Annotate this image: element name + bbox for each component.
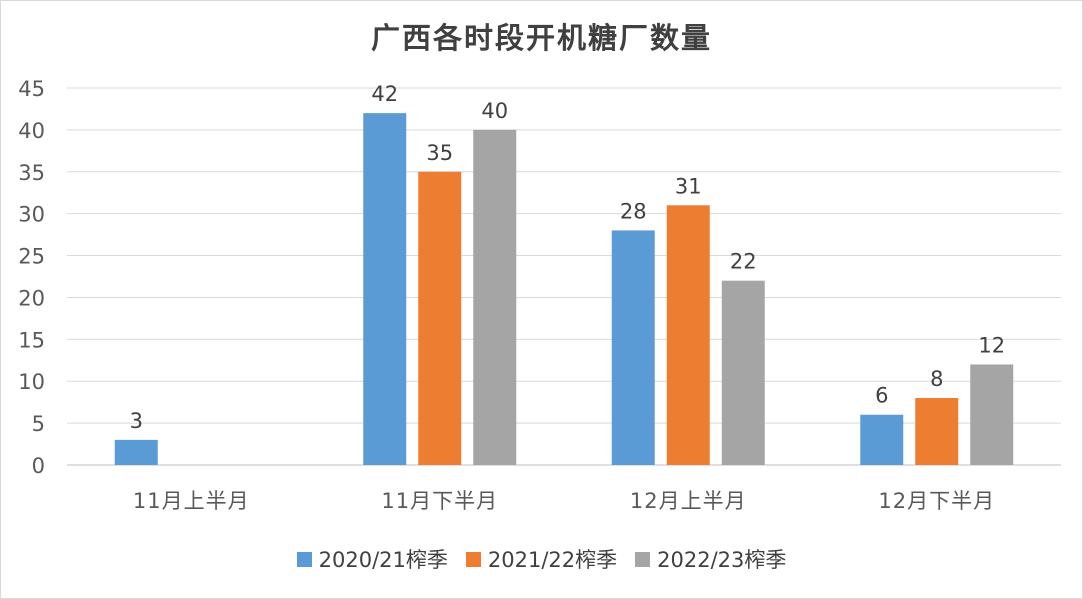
y-tick-label: 25: [18, 245, 45, 269]
data-label: 22: [730, 250, 757, 274]
legend-item: 2021/22榨季: [465, 544, 618, 574]
data-label: 40: [481, 99, 508, 123]
data-label: 35: [426, 141, 453, 165]
bar: [970, 364, 1014, 465]
bar: [363, 113, 407, 465]
bar: [860, 414, 904, 465]
legend-label: 2021/22榨季: [487, 548, 618, 572]
legend-item: 2020/21榨季: [296, 544, 448, 574]
data-label: 42: [371, 82, 398, 106]
bar: [473, 129, 517, 465]
legend-label: 2022/23榨季: [657, 548, 787, 572]
x-tick-label: 11月上半月: [133, 489, 250, 513]
data-label: 12: [978, 333, 1005, 357]
data-label: 8: [930, 367, 943, 391]
legend-item: 2022/23榨季: [635, 544, 786, 574]
legend-label: 2020/21榨季: [318, 548, 448, 572]
data-label: 3: [130, 409, 143, 433]
legend-swatch: [296, 551, 312, 567]
y-tick-label: 30: [18, 203, 45, 227]
bar: [114, 439, 158, 465]
y-tick-label: 35: [18, 161, 45, 185]
legend: 2020/21榨季 2021/22榨季 2022/23榨季: [1, 544, 1082, 574]
y-tick-label: 40: [18, 119, 45, 143]
bar: [611, 230, 655, 465]
chart-title: 广西各时段开机糖厂数量: [370, 21, 712, 55]
bar: [915, 397, 959, 465]
y-tick-label: 5: [32, 412, 45, 436]
y-tick-label: 10: [18, 370, 45, 394]
bar: [666, 205, 710, 466]
legend-swatch: [465, 551, 481, 567]
legend-swatch: [635, 551, 651, 567]
bar: [418, 171, 462, 465]
x-tick-label: 12月下半月: [878, 489, 995, 513]
y-tick-label: 45: [18, 77, 45, 101]
data-label: 6: [875, 384, 888, 408]
data-label: 28: [620, 199, 647, 223]
bar: [721, 280, 765, 465]
data-label: 31: [675, 174, 702, 198]
y-tick-label: 15: [18, 328, 45, 352]
x-tick-label: 12月上半月: [630, 489, 747, 513]
y-tick-label: 0: [32, 454, 45, 478]
y-tick-label: 20: [18, 286, 45, 310]
x-tick-label: 11月下半月: [381, 489, 498, 513]
